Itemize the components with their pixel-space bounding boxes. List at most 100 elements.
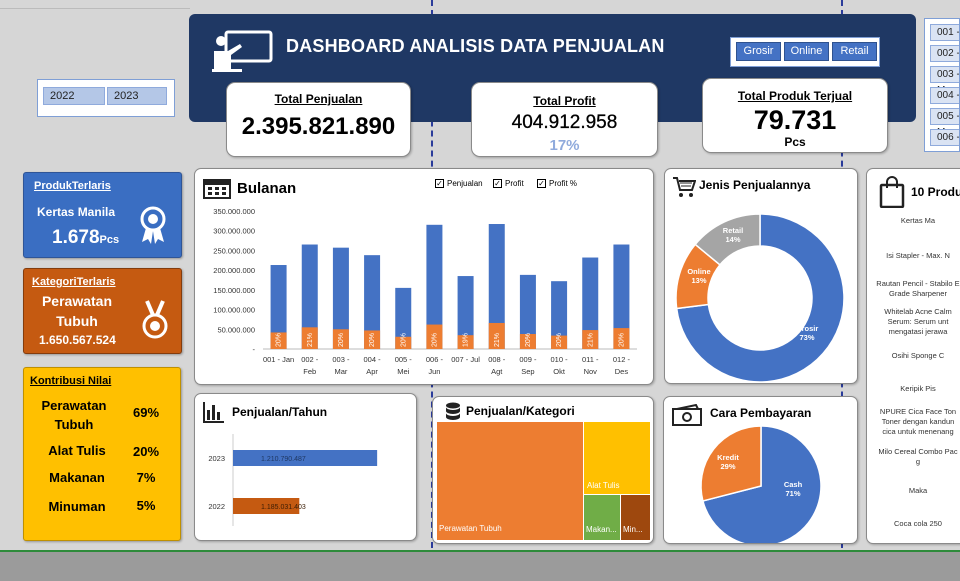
slice-retail <box>694 213 761 266</box>
bar-penjualan <box>301 244 318 349</box>
type-online-button[interactable]: Online <box>784 42 829 61</box>
y-tick-label: 300.000.000 <box>213 227 255 236</box>
kontribusi-name: Makanan <box>49 470 105 485</box>
year-slicer: 2022 2023 <box>37 79 175 117</box>
x-tick-label: 011 - <box>582 355 599 364</box>
slice-name-label: Grosir <box>796 324 819 333</box>
x-tick-label: 007 - Jul <box>451 355 480 364</box>
y-tick-label: 100.000.000 <box>213 306 255 315</box>
y-tick-label: 350.000.000 <box>213 207 255 216</box>
month-button[interactable]: 002 - F <box>930 45 959 62</box>
type-slicer: Grosir Online Retail <box>730 37 880 67</box>
bar-profit <box>613 328 630 349</box>
bar-profit <box>270 332 287 349</box>
jenis-chart-card: Jenis Penjualannya Grosir 73% Online 13% Ret… <box>664 168 858 384</box>
top-produk-item-line: NPURE Cica Face Ton <box>879 407 957 416</box>
bar-penjualan <box>551 281 568 349</box>
bar-penjualan <box>364 255 381 349</box>
profit-pct-label: 20% <box>400 333 407 347</box>
legend-label: Profit % <box>549 179 578 188</box>
slice-name-label: Online <box>687 267 710 276</box>
top-produk-item: Osihi Sponge C <box>867 351 960 361</box>
bar-penjualan <box>270 265 287 349</box>
top-produk-item: Keripik Pis <box>867 384 960 394</box>
slice-pct-label: 73% <box>799 333 814 342</box>
bar-tahun <box>233 450 378 466</box>
x-tick-label: 012 - <box>613 355 631 364</box>
x-tick-label: 009 - <box>519 355 537 364</box>
kpi-label: Total Penjualan <box>274 92 363 106</box>
bar-penjualan <box>332 247 349 349</box>
legend-penjualan[interactable]: ✓ Penjualan <box>435 179 483 188</box>
produk-terlaris-value: 1.678Pcs <box>52 227 120 248</box>
top-produk-item-line: Isi Stapler - Max. N <box>886 251 950 260</box>
profit-pct-label: 20% <box>276 333 283 347</box>
top-produk-item-line: Serum: Serum unt <box>887 317 949 326</box>
pembayaran-chart-card: Cara Pembayaran Cash 71% Kredit 29% <box>663 396 858 544</box>
kategori-terlaris-name: Perawatan Tubuh <box>41 293 113 329</box>
treemap-makanan[interactable]: Makan... <box>584 495 620 540</box>
month-button[interactable]: 005 - M <box>930 108 959 138</box>
kpi-unit: Pcs <box>784 135 806 149</box>
x-tick-label: 003 - <box>332 355 350 364</box>
money-icon <box>672 403 702 431</box>
type-retail-button[interactable]: Retail <box>832 42 877 61</box>
legend-profit[interactable]: ✓ Profit <box>493 179 524 188</box>
month-button[interactable]: 003 - M <box>930 66 959 96</box>
status-bar <box>0 550 960 581</box>
year-2022-button[interactable]: 2022 <box>43 87 105 105</box>
profit-pct-label: 20% <box>556 333 563 347</box>
top-produk-item: Milo Cereal Combo Pac g <box>867 447 960 467</box>
produk-terlaris-label: ProdukTerlaris <box>34 180 111 192</box>
top-produk-item-line: Milo Cereal Combo Pac <box>878 447 958 456</box>
shopping-cart-icon <box>672 176 697 203</box>
kpi-value: 404.912.958 <box>511 112 618 133</box>
pertahun-title: Penjualan/Tahun <box>232 405 328 419</box>
profit-pct-label: 21% <box>307 333 314 347</box>
profit-pct-label: 19% <box>463 333 470 347</box>
profit-pct-label: 20% <box>525 333 532 347</box>
top-produk-title: 10 Produ <box>911 185 960 199</box>
slice-pct-label: 13% <box>691 276 706 285</box>
slice-name-label: Cash <box>784 480 803 489</box>
x-tick-label: Okt <box>553 367 566 376</box>
top-produk-item-line: Keripik Pis <box>900 384 936 393</box>
x-tick-label: Jun <box>428 367 440 376</box>
treemap-alat-tulis[interactable]: Alat Tulis <box>584 422 650 494</box>
bar-chart-icon <box>202 400 226 429</box>
produk-terlaris-name: Kertas Manila <box>37 205 116 219</box>
y-tick-label: 250.000.000 <box>213 246 255 255</box>
treemap-perawatan-tubuh[interactable]: Perawatan Tubuh <box>437 422 583 540</box>
jenis-title: Jenis Penjualannya <box>699 178 811 192</box>
pertahun-chart-card: Penjualan/Tahun 2023 1.210.790.487 2022 1.1… <box>194 393 417 541</box>
slice-pct-label: 14% <box>725 235 740 244</box>
award-icon <box>139 206 167 251</box>
checkbox-icon: ✓ <box>537 179 546 188</box>
kpi-label: Total Produk Terjual <box>737 89 853 103</box>
month-button[interactable]: 004 - A <box>930 87 959 104</box>
top-produk-item: Rautan Pencil - Stabilo E Grade Sharpener <box>867 279 960 299</box>
top-produk-item-line: Rautan Pencil - Stabilo E <box>876 279 960 288</box>
gridline <box>0 8 190 9</box>
bar-profit <box>457 335 474 349</box>
top-produk-item: NPURE Cica Face Ton Toner dengan kandun ci… <box>867 407 960 437</box>
x-tick-label: Des <box>615 367 629 376</box>
kontribusi-name: Perawatan Tubuh <box>41 398 107 432</box>
profit-pct-label: 20% <box>338 333 345 347</box>
type-grosir-button[interactable]: Grosir <box>736 42 781 61</box>
bar-value-label: 1.210.790.487 <box>261 456 306 463</box>
top-produk-item-line: Osihi Sponge C <box>891 351 945 360</box>
profit-pct-label: 21% <box>587 333 594 347</box>
treemap-minuman[interactable]: Min... <box>621 495 650 540</box>
dashboard-title: DASHBOARD ANALISIS DATA PENJUALAN <box>286 36 665 56</box>
month-button[interactable]: 001 - J <box>930 24 959 41</box>
top-produk-item-line: Grade Sharpener <box>889 289 947 298</box>
treemap-label: Makan... <box>586 525 617 534</box>
legend-label: Profit <box>505 179 524 188</box>
bar-penjualan <box>613 244 630 349</box>
legend-profit-pct[interactable]: ✓ Profit % <box>537 179 577 188</box>
year-2023-button[interactable]: 2023 <box>107 87 167 105</box>
month-button[interactable]: 006 - J <box>930 129 959 146</box>
x-tick-label: Agt <box>491 367 503 376</box>
